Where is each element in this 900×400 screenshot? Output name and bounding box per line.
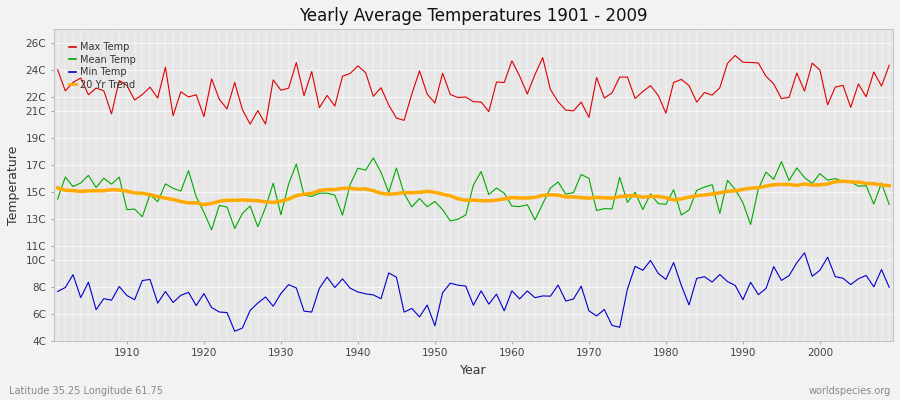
Text: Latitude 35.25 Longitude 61.75: Latitude 35.25 Longitude 61.75 <box>9 386 163 396</box>
Y-axis label: Temperature: Temperature <box>7 145 20 225</box>
Text: worldspecies.org: worldspecies.org <box>809 386 891 396</box>
Legend: Max Temp, Mean Temp, Min Temp, 20 Yr Trend: Max Temp, Mean Temp, Min Temp, 20 Yr Tre… <box>67 40 138 92</box>
Title: Yearly Average Temperatures 1901 - 2009: Yearly Average Temperatures 1901 - 2009 <box>299 7 648 25</box>
X-axis label: Year: Year <box>460 364 487 377</box>
